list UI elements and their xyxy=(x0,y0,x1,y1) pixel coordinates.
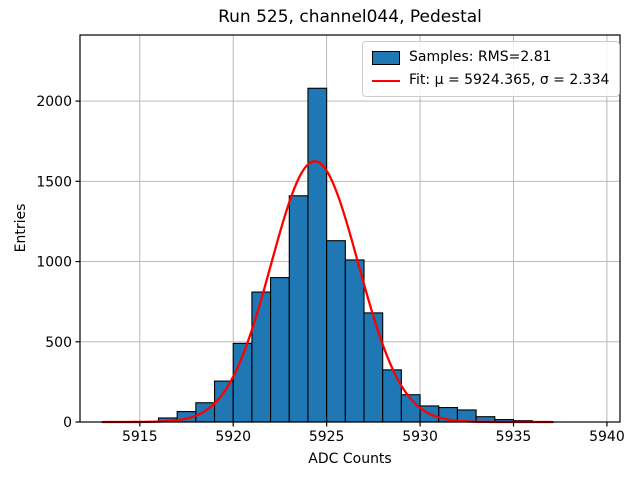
axes-spine xyxy=(79,34,621,423)
x-tick-label: 5925 xyxy=(309,429,345,445)
fit-line-swatch-icon xyxy=(372,79,400,82)
histogram-bar xyxy=(363,312,384,423)
y-axis-label: Entries xyxy=(13,203,29,253)
y-tick-label: 2000 xyxy=(36,94,72,110)
x-tick-label: 5935 xyxy=(496,429,532,445)
y-tick-label: 1000 xyxy=(36,255,72,271)
histogram-bar xyxy=(251,291,272,423)
legend-item-samples: Samples: RMS=2.81 xyxy=(372,48,609,67)
x-tick-label: 5915 xyxy=(122,429,158,445)
y-tick-label: 1500 xyxy=(36,174,72,190)
histogram-bar xyxy=(288,195,309,423)
legend-item-fit: Fit: μ = 5924.365, σ = 2.334 xyxy=(372,71,609,90)
histogram-swatch-icon xyxy=(372,50,400,65)
x-tick-label: 5920 xyxy=(215,429,251,445)
x-tick-label: 5940 xyxy=(589,429,625,445)
chart-title: Run 525, channel044, Pedestal xyxy=(218,7,482,27)
legend: Samples: RMS=2.81 Fit: μ = 5924.365, σ =… xyxy=(362,41,621,97)
histogram-bar xyxy=(326,240,346,423)
histogram-bar xyxy=(270,277,290,423)
y-tick-label: 0 xyxy=(63,415,72,431)
x-axis-label: ADC Counts xyxy=(308,451,392,467)
histogram-bar xyxy=(307,87,328,423)
histogram-bar xyxy=(344,259,365,423)
legend-fit-label: Fit: μ = 5924.365, σ = 2.334 xyxy=(409,72,610,88)
legend-samples-label: Samples: RMS=2.81 xyxy=(409,49,552,65)
y-tick-label: 500 xyxy=(45,335,72,351)
x-tick-label: 5930 xyxy=(402,429,438,445)
histogram-bar xyxy=(382,369,402,423)
